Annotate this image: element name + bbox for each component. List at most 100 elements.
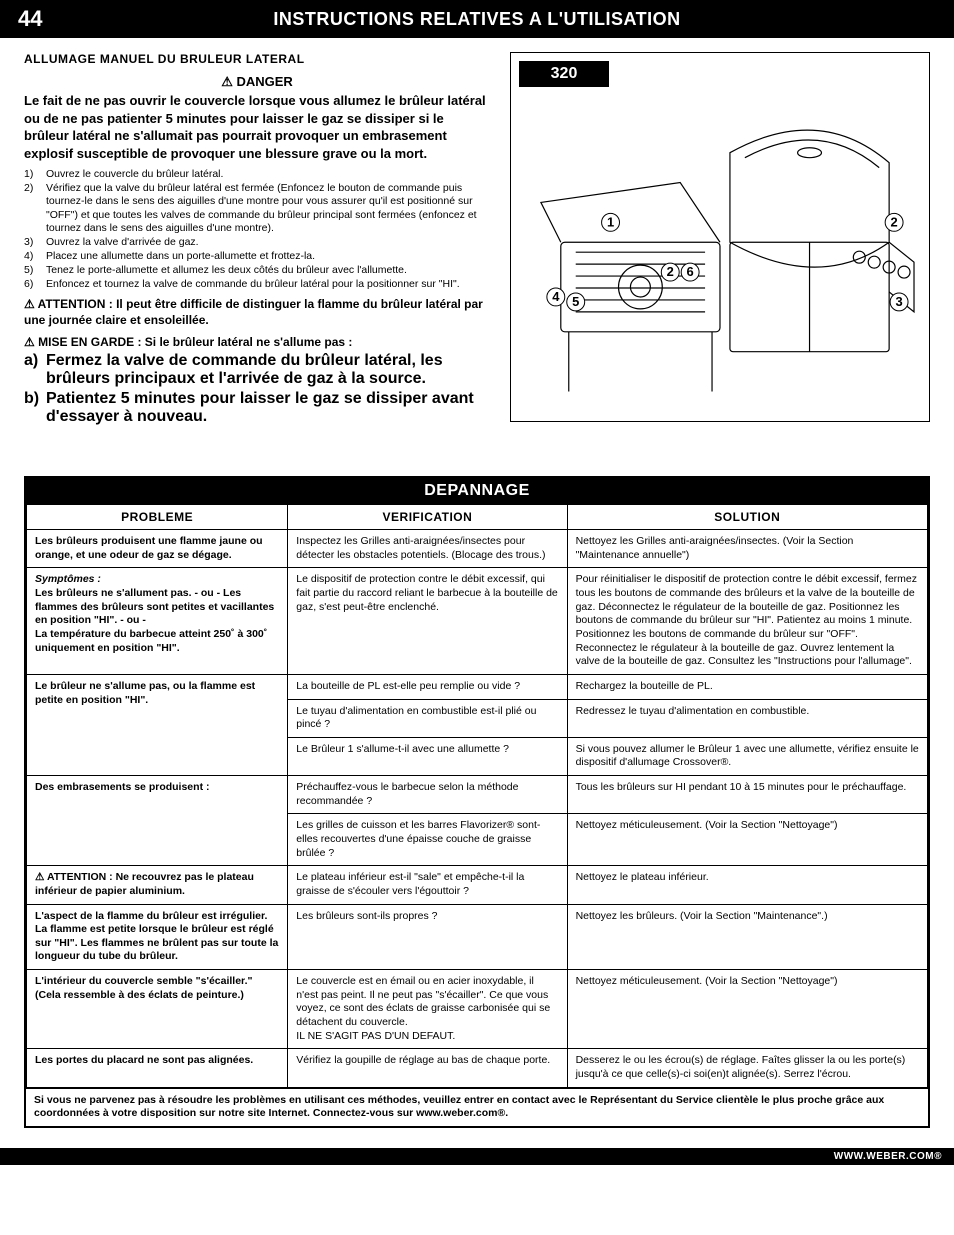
table-row: Le brûleur ne s'allume pas, ou la flamme… (27, 674, 928, 699)
sub-n: a) (24, 352, 46, 388)
sub-step: b)Patientez 5 minutes pour laisser le ga… (24, 390, 490, 426)
step-row: 1)Ouvrez le couvercle du brûleur latéral… (24, 168, 490, 181)
cell-v: Le couvercle est en émail ou en acier in… (288, 970, 567, 1049)
step-row: 2)Vérifiez que la valve du brûleur latér… (24, 182, 490, 235)
step-t: Ouvrez le couvercle du brûleur latéral. (46, 168, 490, 181)
numbered-steps: 1)Ouvrez le couvercle du brûleur latéral… (24, 168, 490, 291)
page-content: ALLUMAGE MANUEL DU BRULEUR LATERAL ⚠ DAN… (0, 38, 954, 1136)
cell-s: Nettoyez le plateau inférieur. (567, 866, 927, 904)
header-bar: 44 INSTRUCTIONS RELATIVES A L'UTILISATIO… (0, 0, 954, 38)
grill-diagram: 1 2 3 4 5 2 6 (521, 93, 919, 411)
cell-v: Vérifiez la goupille de réglage au bas d… (288, 1049, 567, 1087)
step-row: 5)Tenez le porte-allumette et allumez le… (24, 264, 490, 277)
section-heading: ALLUMAGE MANUEL DU BRULEUR LATERAL (24, 52, 490, 66)
step-t: Placez une allumette dans un porte-allum… (46, 250, 490, 263)
cell-v: Le Brûleur 1 s'allume-t-il avec une allu… (288, 737, 567, 775)
attention-text: ATTENTION : Il peut être difficile de di… (24, 297, 483, 327)
cell-s: Si vous pouvez allumer le Brûleur 1 avec… (567, 737, 927, 775)
col-probleme: PROBLEME (27, 505, 288, 530)
attention-block: ⚠ ATTENTION : Il peut être difficile de … (24, 297, 490, 328)
cell-s: Redressez le tuyau d'alimentation en com… (567, 699, 927, 737)
callout-3: 3 (895, 294, 902, 309)
cell-p: Les brûleurs produisent une flamme jaune… (27, 530, 288, 568)
sub-t: Fermez la valve de commande du brûleur l… (46, 352, 490, 388)
sub-n: b) (24, 390, 46, 426)
danger-label: ⚠ DANGER (24, 74, 490, 90)
cell-s: Rechargez la bouteille de PL. (567, 674, 927, 699)
step-n: 6) (24, 278, 46, 291)
callout-1: 1 (607, 214, 614, 229)
step-t: Vérifiez que la valve du brûleur latéral… (46, 182, 490, 235)
cell-p: Les portes du placard ne sont pas aligné… (27, 1049, 288, 1087)
cell-s: Desserez le ou les écrou(s) de réglage. … (567, 1049, 927, 1087)
cell-s: Nettoyez les brûleurs. (Voir la Section … (567, 904, 927, 970)
warning-icon: ⚠ (221, 74, 233, 89)
warning-icon: ⚠ (24, 297, 35, 311)
page-number: 44 (18, 6, 68, 32)
cell-p: ⚠ ATTENTION : Ne recouvrez pas le platea… (27, 866, 288, 904)
sub-t: Patientez 5 minutes pour laisser le gaz … (46, 390, 490, 426)
top-columns: ALLUMAGE MANUEL DU BRULEUR LATERAL ⚠ DAN… (24, 52, 930, 426)
callout-2: 2 (891, 214, 898, 229)
cell-p: L'aspect de la flamme du brûleur est irr… (27, 904, 288, 970)
cell-p: Des embrasements se produisent : (27, 776, 288, 866)
cell-s: Pour réinitialiser le dispositif de prot… (567, 568, 927, 674)
diagram-model-label: 320 (519, 61, 609, 87)
right-column: 320 (510, 52, 930, 426)
diagram-box: 320 (510, 52, 930, 422)
col-verification: VERIFICATION (288, 505, 567, 530)
cell-v: Les grilles de cuisson et les barres Fla… (288, 814, 567, 866)
warning-icon: ⚠ (24, 335, 35, 349)
footer-bar: WWW.WEBER.COM® (0, 1148, 954, 1165)
cell-s: Tous les brûleurs sur HI pendant 10 à 15… (567, 776, 927, 814)
cell-v: Inspectez les Grilles anti-araignées/ins… (288, 530, 567, 568)
cell-p: Le brûleur ne s'allume pas, ou la flamme… (27, 674, 288, 775)
danger-word: DANGER (236, 74, 292, 89)
troubleshoot-title: DEPANNAGE (26, 478, 928, 504)
troubleshoot-section: DEPANNAGE PROBLEME VERIFICATION SOLUTION… (24, 476, 930, 1128)
step-t: Enfoncez et tournez la valve de commande… (46, 278, 490, 291)
cell-p: Symptômes : Les brûleurs ne s'allument p… (27, 568, 288, 674)
cell-v: La bouteille de PL est-elle peu remplie … (288, 674, 567, 699)
callout-2b: 2 (667, 264, 674, 279)
table-row: L'aspect de la flamme du brûleur est irr… (27, 904, 928, 970)
danger-text: Le fait de ne pas ouvrir le couvercle lo… (24, 92, 490, 162)
step-n: 3) (24, 236, 46, 249)
cell-p: L'intérieur du couvercle semble "s'écail… (27, 970, 288, 1049)
table-row: Symptômes : Les brûleurs ne s'allument p… (27, 568, 928, 674)
table-row: Les brûleurs produisent une flamme jaune… (27, 530, 928, 568)
callout-4: 4 (552, 289, 560, 304)
cell-v: Préchauffez-vous le barbecue selon la mé… (288, 776, 567, 814)
footer-url: WWW.WEBER.COM® (834, 1151, 942, 1162)
cell-s: Nettoyez méticuleusement. (Voir la Secti… (567, 814, 927, 866)
cell-v: Le tuyau d'alimentation en combustible e… (288, 699, 567, 737)
troubleshoot-footer: Si vous ne parvenez pas à résoudre les p… (26, 1088, 928, 1126)
symptomes-label: Symptômes : (35, 573, 101, 585)
table-row: ⚠ ATTENTION : Ne recouvrez pas le platea… (27, 866, 928, 904)
symptomes-text: Les brûleurs ne s'allument pas. - ou - L… (35, 587, 274, 654)
page-title: INSTRUCTIONS RELATIVES A L'UTILISATION (68, 9, 886, 30)
callout-5: 5 (572, 294, 579, 309)
mise-en-garde-block: ⚠ MISE EN GARDE : Si le brûleur latéral … (24, 335, 490, 351)
sub-step: a)Fermez la valve de commande du brûleur… (24, 352, 490, 388)
step-t: Tenez le porte-allumette et allumez les … (46, 264, 490, 277)
col-solution: SOLUTION (567, 505, 927, 530)
cell-s: Nettoyez méticuleusement. (Voir la Secti… (567, 970, 927, 1049)
callout-6: 6 (687, 264, 694, 279)
step-n: 2) (24, 182, 46, 235)
step-t: Ouvrez la valve d'arrivée de gaz. (46, 236, 490, 249)
table-row: Les portes du placard ne sont pas aligné… (27, 1049, 928, 1087)
cell-v: Le dispositif de protection contre le dé… (288, 568, 567, 674)
step-row: 3)Ouvrez la valve d'arrivée de gaz. (24, 236, 490, 249)
step-n: 1) (24, 168, 46, 181)
step-row: 6)Enfoncez et tournez la valve de comman… (24, 278, 490, 291)
table-header-row: PROBLEME VERIFICATION SOLUTION (27, 505, 928, 530)
step-n: 5) (24, 264, 46, 277)
cell-v: Le plateau inférieur est-il "sale" et em… (288, 866, 567, 904)
troubleshoot-table: PROBLEME VERIFICATION SOLUTION Les brûle… (26, 504, 928, 1088)
cell-v-text: Le couvercle est en émail ou en acier in… (296, 975, 550, 1042)
step-row: 4)Placez une allumette dans un porte-all… (24, 250, 490, 263)
table-row: Des embrasements se produisent : Préchau… (27, 776, 928, 814)
step-n: 4) (24, 250, 46, 263)
cell-v: Les brûleurs sont-ils propres ? (288, 904, 567, 970)
